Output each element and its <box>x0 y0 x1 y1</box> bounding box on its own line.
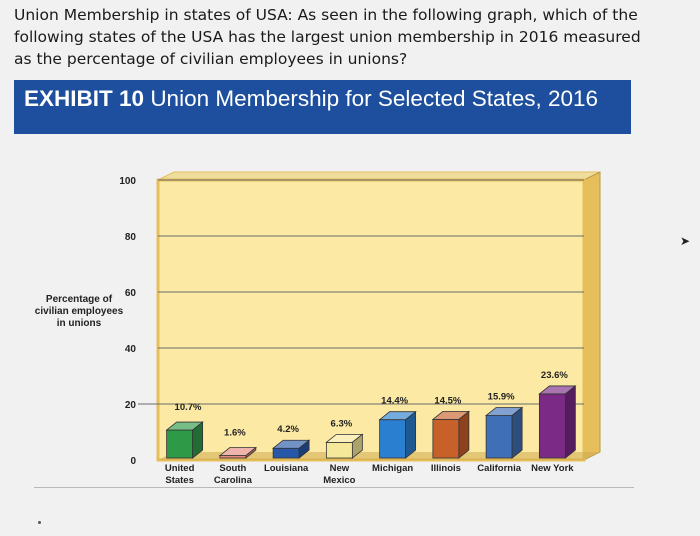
value-label-michigan: 14.4% <box>381 396 408 407</box>
y-tick-label-80: 80 <box>125 232 137 243</box>
exhibit-header: EXHIBIT 10 Union Membership for Selected… <box>14 80 631 134</box>
bar-side-south-carolina <box>245 446 257 459</box>
y-tick-label-100: 100 <box>119 176 136 187</box>
category-label-line: Louisiana <box>264 463 309 474</box>
bar-new-mexico <box>325 433 364 459</box>
category-label-new-mexico: New Mexico <box>323 463 355 486</box>
bar-front-california <box>485 415 513 459</box>
bar-new-york <box>538 385 577 459</box>
category-label-louisiana: Louisiana <box>264 463 309 474</box>
value-label-south-carolina: 1.6% <box>224 428 246 439</box>
value-label-united-states: 10.7% <box>175 402 202 413</box>
bar-california <box>484 406 524 459</box>
value-label-california: 15.9% <box>488 391 515 402</box>
y-tick-label-60: 60 <box>125 288 137 299</box>
stray-dot <box>38 521 41 524</box>
value-label-louisiana: 4.2% <box>277 424 299 435</box>
category-label-line: South <box>219 463 246 474</box>
bar-side-illinois <box>458 410 470 459</box>
exhibit-label: EXHIBIT 10 <box>24 86 145 111</box>
y-tick-label-40: 40 <box>125 344 137 355</box>
value-label-illinois: 14.5% <box>434 395 461 406</box>
bar-front-united-states <box>166 429 194 459</box>
category-label-united-states: United States <box>165 463 195 486</box>
category-label-line: New York <box>531 463 574 474</box>
bar-michigan <box>378 410 417 459</box>
category-label-south-carolina: South Carolina <box>214 463 253 486</box>
question-text: Union Membership in states of USA: As se… <box>14 6 641 68</box>
bar-south-carolina <box>218 446 258 459</box>
bar-side-new-york <box>564 385 576 459</box>
category-label-illinois: Illinois <box>431 463 461 474</box>
bar-side-united-states <box>192 421 204 459</box>
bar-front-new-mexico <box>325 441 353 459</box>
exhibit-title: EXHIBIT 10 Union Membership for Selected… <box>24 86 598 112</box>
value-label-new-york: 23.6% <box>541 370 568 381</box>
category-label-line: California <box>477 463 522 474</box>
bar-front-michigan <box>379 419 407 459</box>
y-tick-label-0: 0 <box>130 456 136 467</box>
category-label-line: States <box>165 475 194 486</box>
bar-front-illinois <box>432 418 460 459</box>
exhibit-title-text: Union Membership for Selected States, 20… <box>150 86 599 111</box>
bar-side-louisiana <box>298 439 310 459</box>
value-label-new-mexico: 6.3% <box>331 418 353 429</box>
category-label-line: New <box>330 463 350 474</box>
y-tick-label-20: 20 <box>125 400 137 411</box>
bar-louisiana <box>271 439 311 459</box>
category-label-new-york: New York <box>531 463 574 474</box>
bar-front-louisiana <box>272 447 300 459</box>
pointer-arrow-icon: ➤ <box>680 234 691 248</box>
category-label-line: Illinois <box>431 463 461 474</box>
bar-side-california <box>511 406 523 459</box>
bar-side-new-mexico <box>351 433 363 459</box>
category-label-line: Carolina <box>214 475 253 486</box>
y-axis-label: Percentage of civilian employees in unio… <box>34 294 124 329</box>
bar-illinois <box>431 410 471 459</box>
category-label-line: Mexico <box>323 475 355 486</box>
bar-united-states <box>165 421 204 459</box>
chart-side-wall <box>583 171 601 461</box>
category-label-california: California <box>477 463 522 474</box>
category-label-line: Michigan <box>372 463 413 474</box>
divider-line <box>34 487 634 488</box>
category-label-michigan: Michigan <box>372 463 413 474</box>
category-label-line: United <box>165 463 195 474</box>
bar-front-new-york <box>538 393 566 459</box>
bar-side-michigan <box>405 410 417 459</box>
